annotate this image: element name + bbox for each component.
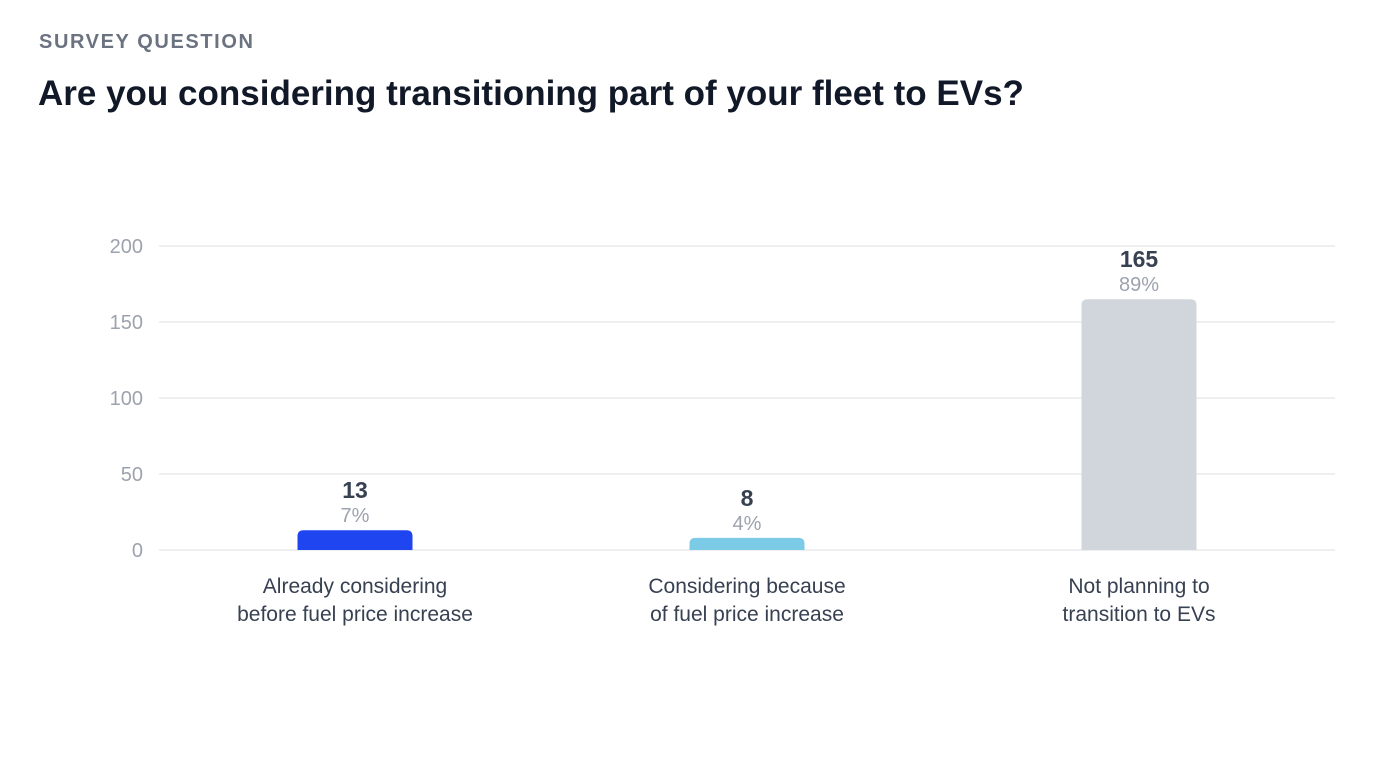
- bar: [1081, 299, 1197, 550]
- value-label: 8: [741, 485, 754, 511]
- y-tick-label: 0: [132, 540, 143, 562]
- eyebrow-label: SURVEY QUESTION: [39, 31, 255, 53]
- percent-label: 4%: [733, 513, 762, 535]
- y-tick-label: 200: [110, 236, 143, 258]
- category-label: Already considering: [263, 575, 447, 598]
- category-label: Considering because: [648, 575, 845, 598]
- value-label: 165: [1120, 246, 1159, 272]
- percent-label: 89%: [1119, 274, 1159, 296]
- bar: [297, 530, 413, 550]
- category-label: transition to EVs: [1063, 603, 1216, 626]
- percent-label: 7%: [341, 505, 370, 527]
- category-label: Not planning to: [1068, 575, 1209, 598]
- category-label: before fuel price increase: [237, 603, 473, 626]
- page-title: Are you considering transitioning part o…: [38, 74, 1024, 113]
- value-label: 13: [342, 477, 368, 503]
- y-tick-label: 150: [110, 312, 143, 334]
- bar: [689, 537, 805, 550]
- category-label: of fuel price increase: [650, 603, 844, 626]
- y-tick-label: 100: [110, 388, 143, 410]
- y-tick-label: 50: [121, 464, 143, 486]
